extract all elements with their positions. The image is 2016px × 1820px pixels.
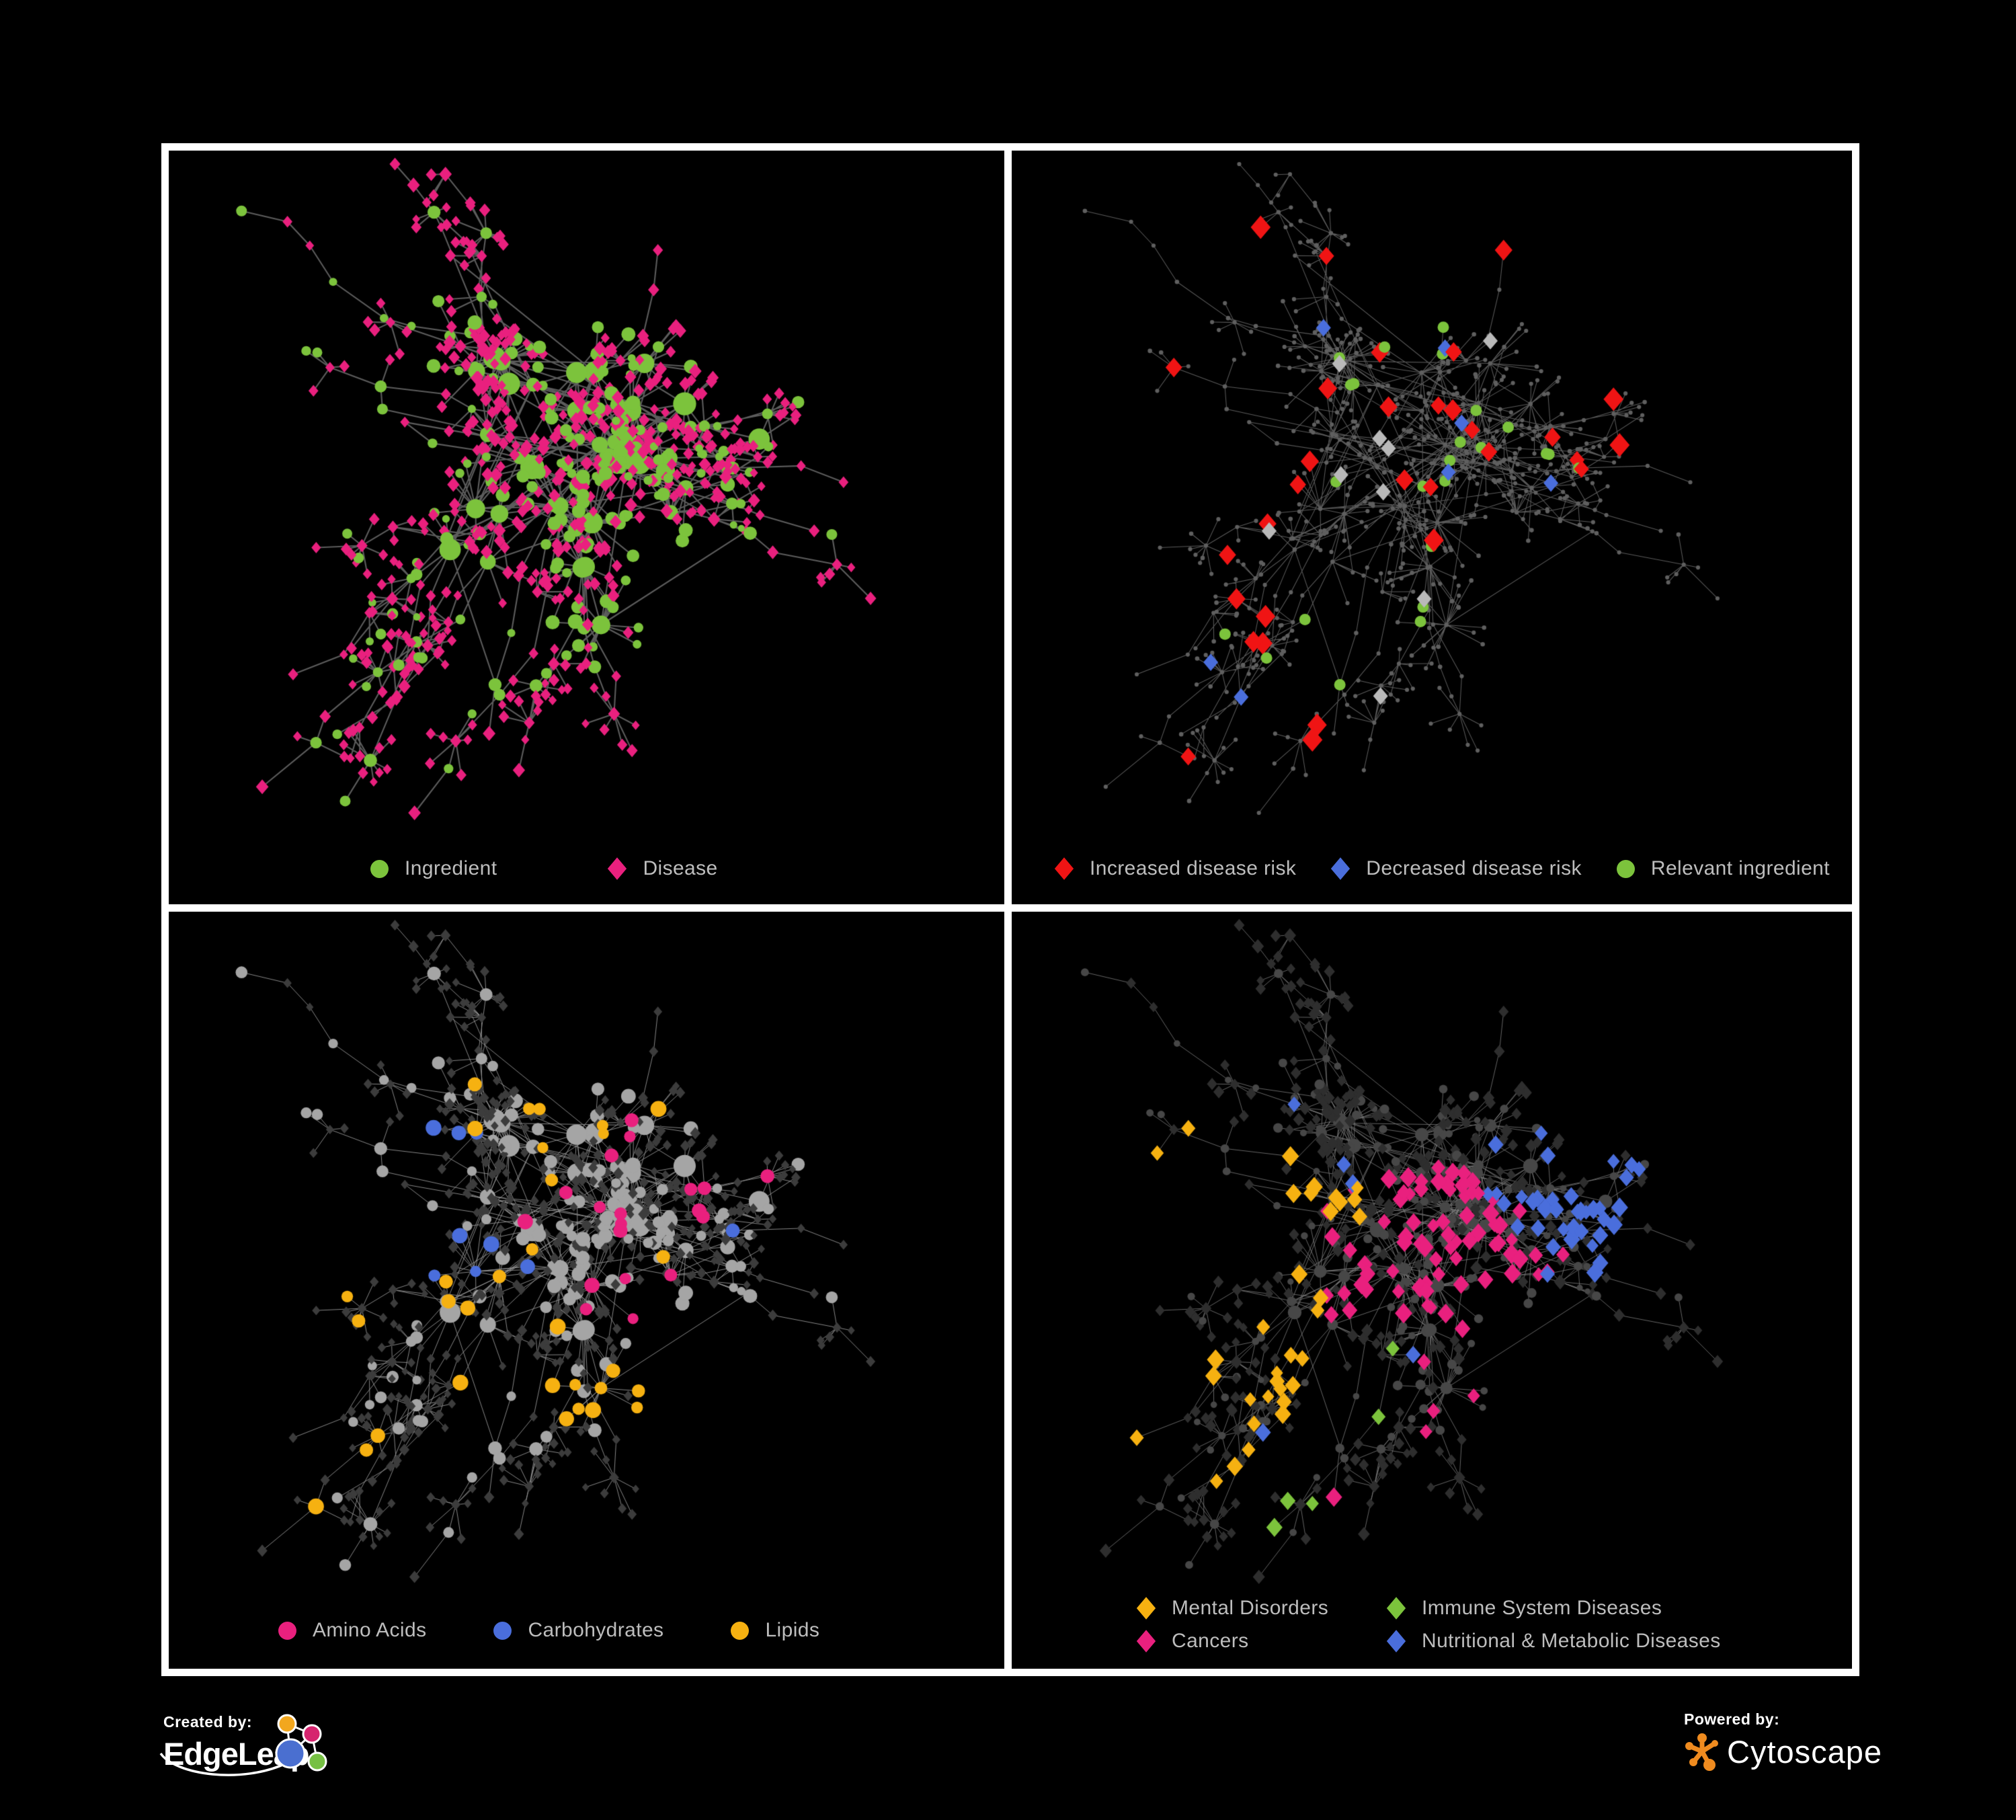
legend-item: Nutritional & Metabolic Diseases xyxy=(1386,1630,1721,1653)
lipids-icon xyxy=(731,1621,750,1640)
legend-item: Ingredient xyxy=(370,857,497,880)
legend-item: Decreased disease risk xyxy=(1331,857,1582,880)
legend-item: Cancers xyxy=(1136,1630,1387,1653)
metabolic-diseases-icon xyxy=(1386,1630,1406,1653)
cytoscape-logo-icon xyxy=(1685,1733,1718,1771)
cancers-icon xyxy=(1136,1630,1156,1653)
created-by-block: Created by: EdgeLeap xyxy=(159,1713,327,1776)
legend-item: Mental Disorders xyxy=(1136,1597,1387,1620)
legend-ingredient-disease: Ingredient Disease xyxy=(370,857,718,880)
legend-label: Carbohydrates xyxy=(528,1619,664,1641)
relevant-ingredient-icon xyxy=(1616,859,1635,878)
legend-item: Amino Acids xyxy=(278,1619,426,1642)
ingredient-node-icon xyxy=(370,859,389,878)
network-panel-grid: Ingredient Disease Increased disease ris… xyxy=(161,143,1859,1676)
legend-disease-risk: Increased disease risk Decreased disease… xyxy=(1054,857,1830,880)
legend-label: Disease xyxy=(643,857,718,879)
immune-diseases-icon xyxy=(1386,1597,1406,1620)
legend-label: Decreased disease risk xyxy=(1366,857,1582,879)
powered-by-block: Powered by: Cytosc xyxy=(1684,1710,1882,1772)
decreased-risk-icon xyxy=(1331,857,1350,880)
amino-acids-icon xyxy=(278,1621,296,1640)
increased-risk-icon xyxy=(1054,857,1074,880)
legend-label: Amino Acids xyxy=(313,1619,427,1641)
legend-item: Disease xyxy=(608,857,717,880)
legend-item: Relevant ingredient xyxy=(1616,857,1830,880)
legend-item: Lipids xyxy=(731,1619,819,1642)
mental-disorders-icon xyxy=(1136,1597,1156,1620)
carbohydrates-icon xyxy=(493,1621,512,1640)
network-graph-nutrient-class xyxy=(169,912,1004,1669)
legend-label: Immune System Diseases xyxy=(1422,1597,1662,1619)
legend-disease-category: Mental Disorders Immune System Diseases … xyxy=(1136,1597,1721,1653)
disease-node-icon xyxy=(608,857,627,880)
panel-disease-category: Mental Disorders Immune System Diseases … xyxy=(1012,912,1852,1669)
legend-label: Lipids xyxy=(765,1619,820,1641)
cytoscape-logo-nodes xyxy=(1685,1733,1718,1771)
legend-nutrient-class: Amino Acids Carbohydrates Lipids xyxy=(278,1619,819,1642)
legend-label: Increased disease risk xyxy=(1090,857,1297,879)
legend-label: Ingredient xyxy=(405,857,497,879)
cytoscape-wordmark: Cytoscape xyxy=(1727,1733,1883,1770)
network-graph-ingredient-disease xyxy=(169,151,1004,904)
logo-node-green xyxy=(307,1751,327,1772)
powered-by-label: Powered by: xyxy=(1684,1710,1780,1728)
legend-label: Cancers xyxy=(1172,1630,1249,1652)
legend-label: Relevant ingredient xyxy=(1650,857,1830,879)
created-by-label: Created by: xyxy=(163,1713,253,1731)
legend-label: Mental Disorders xyxy=(1172,1597,1329,1619)
legend-item: Increased disease risk xyxy=(1054,857,1297,880)
legend-item: Carbohydrates xyxy=(493,1619,663,1642)
legend-label: Nutritional & Metabolic Diseases xyxy=(1422,1630,1721,1652)
edgeleap-wordmark: EdgeLeap xyxy=(163,1736,310,1772)
panel-ingredient-disease: Ingredient Disease xyxy=(169,151,1004,904)
network-graph-disease-risk xyxy=(1012,151,1852,904)
panel-disease-risk: Increased disease risk Decreased disease… xyxy=(1012,151,1852,904)
legend-item: Immune System Diseases xyxy=(1386,1597,1721,1620)
panel-nutrient-class: Amino Acids Carbohydrates Lipids xyxy=(169,912,1004,1669)
network-graph-disease-category xyxy=(1012,912,1852,1669)
